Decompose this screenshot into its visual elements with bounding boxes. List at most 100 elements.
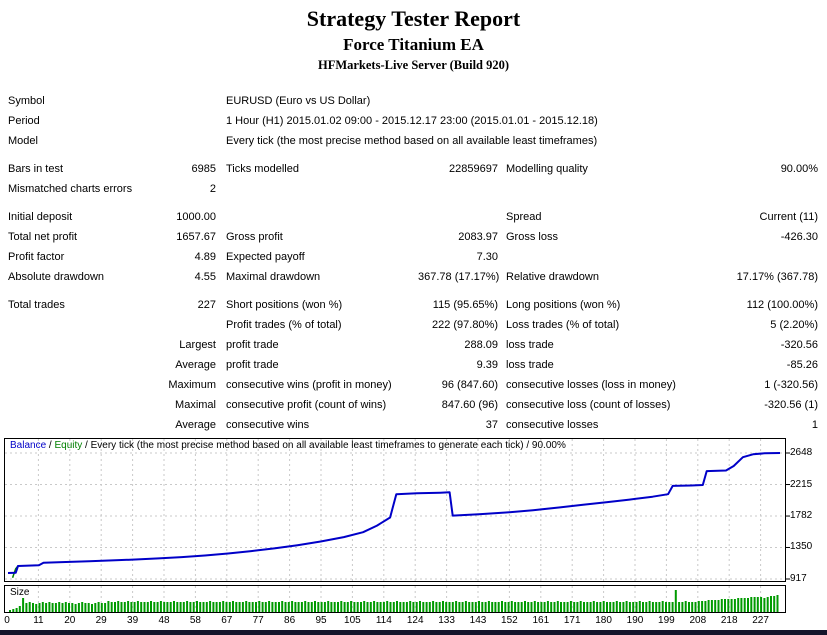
stat-value: 288.09 [464,339,498,351]
size-bar [166,602,169,612]
size-bar [38,603,41,612]
size-bar [471,602,474,612]
size-bar [314,601,316,612]
size-bar [451,602,454,612]
size-bar [61,603,64,612]
size-bar [632,602,635,612]
stat-label: Initial deposit [8,211,73,223]
size-bar [655,602,658,612]
size-bar [343,602,346,612]
stat-value: 6985 [191,163,216,175]
table-row: Bars in test 6985 Ticks modelled 22859697 Mo… [8,159,818,179]
size-bar [327,601,330,612]
size-bar [497,602,500,612]
legend-equity: Equity [54,440,83,451]
size-bar [281,601,284,612]
size-bar [353,602,356,612]
x-axis-label: 11 [33,615,44,626]
stat-value: 7.30 [476,251,498,263]
size-bar [412,602,415,612]
size-bar [379,602,382,612]
stat-value: Maximal [175,399,216,411]
size-bar [481,602,484,612]
size-bar [117,601,120,612]
y-axis-label: 917 [790,573,807,584]
stat-label: Bars in test [8,163,64,175]
size-bar [468,602,471,612]
size-bar [504,602,507,612]
stat-value: 115 (95.65%) [432,299,498,311]
size-bar [491,602,494,612]
size-bar [422,602,425,612]
stat-label: Short positions (won %) [226,299,343,311]
size-bar [563,602,566,612]
chart-border [4,438,786,582]
size-bar [360,602,362,612]
table-row: Maximum consecutive wins (profit in money… [8,375,818,395]
size-bar [386,601,389,612]
table-row: Absolute drawdown 4.55 Maximal drawdown 367… [8,267,818,287]
x-axis-label: 29 [95,615,107,626]
x-axis-label: 208 [689,615,707,626]
size-bar [537,602,540,612]
size-bar [599,602,602,612]
size-bar [18,606,21,612]
stat-label: Maximal drawdown [226,271,321,283]
size-bar [235,602,238,612]
size-bar [77,603,80,612]
stat-value: Current (11) [759,211,818,223]
stat-value: -426.30 [780,231,818,243]
size-bar [724,599,726,612]
x-axis-label: 143 [469,615,487,626]
size-bar [307,602,310,612]
size-bar [133,602,136,612]
size-bar [763,598,766,612]
size-bar [363,601,366,612]
size-bar [68,603,70,612]
size-bar [304,601,307,612]
size-bar [271,602,274,612]
size-bar [776,595,779,612]
size-bar [678,602,681,612]
size-bar [179,602,182,612]
size-bar [478,601,480,612]
size-bar [366,602,369,612]
size-bar [651,602,654,612]
size-bar [432,601,435,612]
size-bar [205,602,208,612]
size-bar [97,602,100,612]
x-axis-label: 20 [64,615,76,626]
stat-label: EURUSD (Euro vs US Dollar) [226,95,371,107]
size-bar [487,601,490,612]
stat-label: Total net profit [8,231,78,243]
size-bar [317,602,320,612]
size-bar [638,601,641,612]
size-bar [622,602,625,612]
size-bar [435,602,438,612]
stat-value [158,91,216,111]
size-bar [48,602,51,612]
size-bar [25,603,28,612]
size-bar [120,602,123,612]
stat-label: Relative drawdown [506,271,599,283]
size-bar [550,602,553,612]
x-axis-label: 105 [344,615,361,626]
size-bar [255,602,257,612]
size-bar [228,602,231,612]
x-axis-label: 67 [221,615,233,626]
stat-value: Maximum [168,379,216,391]
table-row: Initial deposit 1000.00 Spread Current (11) [8,207,818,227]
size-bar [107,601,110,612]
stat-value: 96 (847.60) [441,379,498,391]
stat-label: consecutive loss (count of losses) [506,399,671,411]
size-bar [717,600,720,612]
x-axis-label: 190 [626,615,644,626]
stat-label: Long positions (won %) [506,299,621,311]
size-bar [576,602,579,612]
size-bar [22,598,25,612]
size-bar [658,602,661,612]
size-bar [41,602,44,612]
stat-value: 2 [209,183,216,195]
size-bar [268,601,271,612]
size-bar [760,597,763,612]
